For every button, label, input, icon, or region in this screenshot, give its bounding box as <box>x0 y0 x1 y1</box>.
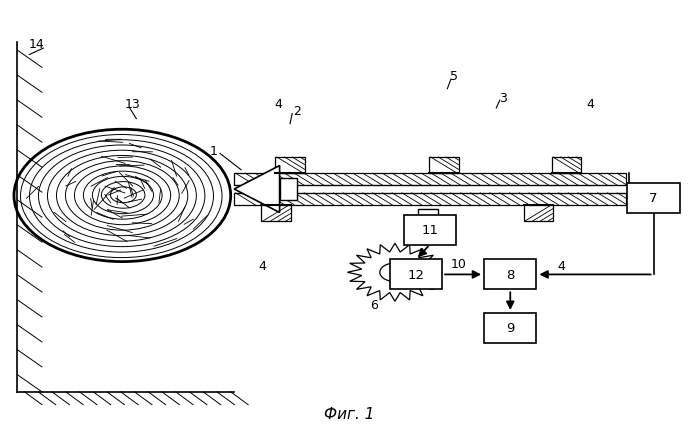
Bar <box>280 179 297 200</box>
Bar <box>628 183 679 213</box>
Bar <box>390 260 442 290</box>
Bar <box>275 158 305 174</box>
Text: 7: 7 <box>649 192 658 204</box>
Polygon shape <box>234 166 280 213</box>
Bar <box>234 174 626 186</box>
Polygon shape <box>347 244 442 302</box>
Text: 14: 14 <box>29 38 44 51</box>
Text: 11: 11 <box>421 224 438 236</box>
Text: 10: 10 <box>451 258 466 271</box>
Bar <box>484 260 537 290</box>
Text: 4: 4 <box>258 260 266 273</box>
Text: 4: 4 <box>274 98 282 111</box>
Text: 13: 13 <box>125 98 140 111</box>
Text: 9: 9 <box>506 322 514 334</box>
Bar <box>261 205 291 222</box>
Bar <box>404 215 456 245</box>
Text: 2: 2 <box>293 104 301 117</box>
Bar <box>234 193 626 205</box>
Text: 1: 1 <box>209 145 217 158</box>
Text: Фиг. 1: Фиг. 1 <box>324 406 375 421</box>
Text: 4: 4 <box>586 98 595 111</box>
Text: 12: 12 <box>408 268 424 281</box>
Bar <box>429 158 459 174</box>
Bar <box>484 313 537 343</box>
Text: 8: 8 <box>506 268 514 281</box>
Bar <box>524 205 553 222</box>
Text: 6: 6 <box>370 298 378 311</box>
Bar <box>552 158 581 174</box>
Circle shape <box>380 263 410 282</box>
Text: 4: 4 <box>557 260 565 273</box>
Text: 5: 5 <box>450 70 459 83</box>
Text: 3: 3 <box>499 92 507 104</box>
Bar <box>418 210 438 244</box>
